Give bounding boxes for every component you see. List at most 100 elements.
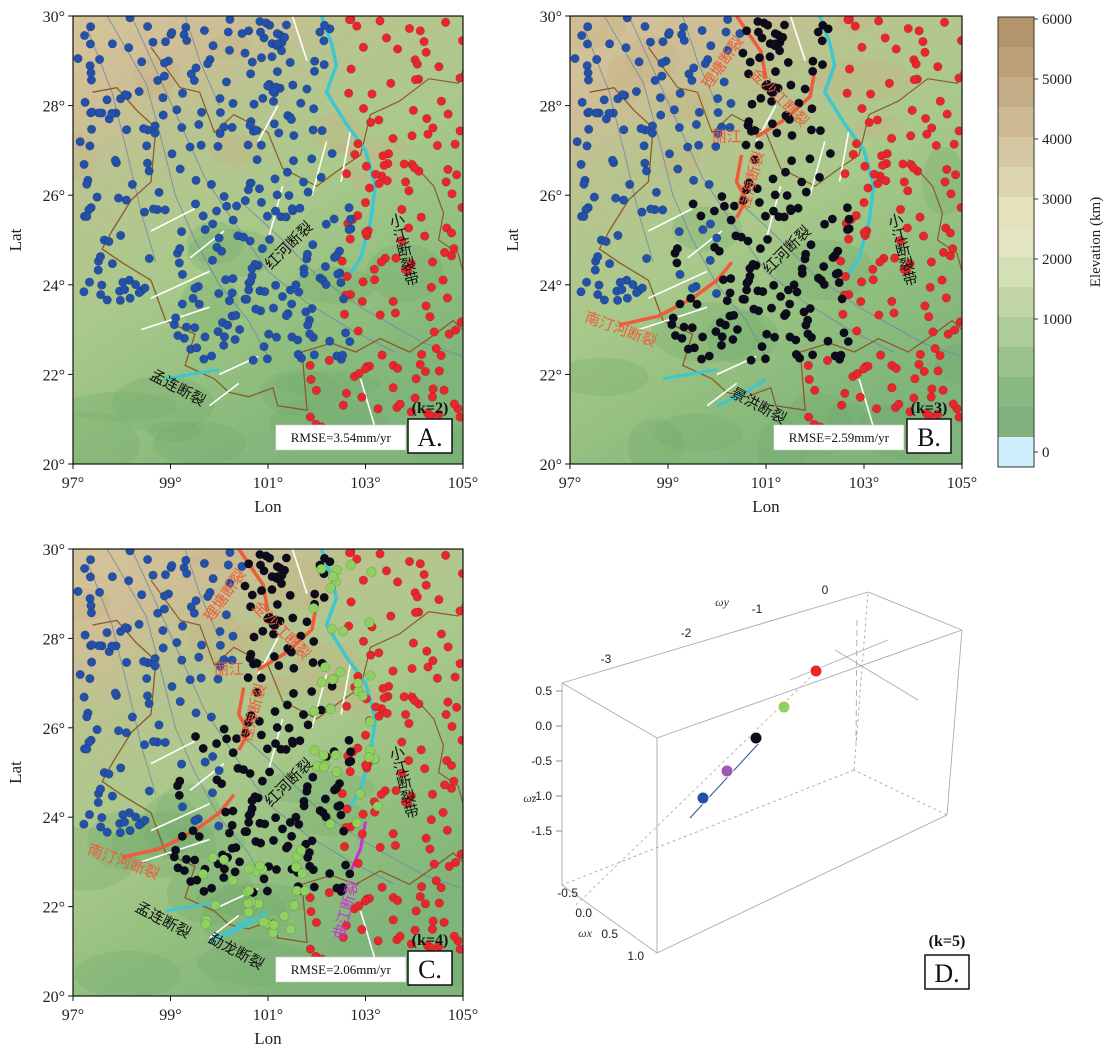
wy-tick-label: -1	[752, 602, 763, 616]
gps-station-black	[243, 717, 253, 727]
gps-station-red	[429, 859, 439, 869]
gps-station-blue	[646, 204, 656, 214]
gps-station-blue	[249, 99, 259, 109]
gps-station-blue	[593, 252, 603, 262]
gps-station-black	[231, 843, 241, 853]
gps-station-blue	[576, 287, 586, 297]
gps-station-blue	[122, 657, 132, 667]
gps-station-red	[943, 329, 953, 339]
gps-station-red	[948, 399, 958, 409]
gps-station-red	[949, 139, 959, 149]
gps-station-red	[866, 89, 876, 99]
gps-station-blue	[189, 608, 199, 618]
gps-station-red	[903, 186, 913, 196]
colorbar-segment	[998, 77, 1034, 108]
lat-tick-label: 30°	[43, 542, 65, 559]
gps-station-blue	[262, 354, 272, 364]
gps-station-green	[327, 571, 338, 582]
trend-line	[575, 669, 819, 906]
gps-station-blue	[217, 246, 227, 256]
gps-station-blue	[85, 674, 95, 684]
gps-station-red	[370, 275, 380, 285]
gps-station-blue	[171, 313, 181, 323]
province-border	[150, 579, 463, 720]
gps-station-red	[397, 236, 407, 246]
national-border	[92, 619, 463, 944]
gps-station-blue	[689, 63, 699, 73]
gps-station-red	[367, 89, 377, 99]
gps-station-red	[382, 708, 392, 718]
gps-station-red	[371, 169, 381, 179]
gps-station-red	[895, 204, 906, 214]
gps-station-red	[361, 161, 371, 171]
gps-station-red	[898, 159, 908, 169]
gps-station-red	[889, 308, 899, 318]
gps-station-black	[247, 796, 257, 806]
origin-axis	[855, 619, 858, 743]
gps-station-black	[729, 201, 739, 211]
gps-station-black	[697, 354, 707, 364]
gps-station-red	[457, 203, 463, 213]
gps-station-black	[834, 278, 844, 288]
gps-station-red	[868, 264, 878, 274]
gps-station-red	[455, 944, 463, 954]
gps-station-black	[843, 336, 853, 347]
gps-station-black	[763, 20, 773, 30]
gps-station-black	[262, 886, 272, 896]
gps-station-blue	[104, 769, 114, 779]
gps-station-blue	[97, 812, 107, 823]
minor-fault	[209, 382, 240, 407]
river-line	[106, 16, 269, 357]
gps-station-black	[199, 886, 209, 896]
gps-station-red	[379, 160, 389, 170]
wx-tick-label: 0.0	[575, 906, 592, 920]
gps-station-black	[692, 299, 702, 309]
gps-station-blue	[282, 167, 292, 177]
gps-station-black	[794, 98, 804, 108]
gps-station-red	[856, 277, 867, 287]
gps-station-red	[388, 666, 398, 676]
trend-line-segment	[689, 741, 761, 819]
gps-station-red	[864, 117, 874, 127]
lat-tick-label: 24°	[540, 278, 562, 295]
gps-station-red	[450, 139, 460, 149]
gps-station-black	[188, 826, 198, 836]
gps-station-black	[252, 687, 262, 697]
gps-station-blue	[84, 810, 95, 820]
gps-station-black	[668, 313, 678, 323]
gps-station-black	[766, 303, 777, 313]
gps-station-red	[859, 227, 869, 238]
gps-station-blue	[177, 122, 187, 133]
gps-station-black	[345, 869, 355, 879]
gps-station-red	[452, 702, 462, 712]
gps-station-blue	[199, 354, 209, 364]
gps-station-blue	[190, 323, 200, 333]
minor-fault	[648, 207, 693, 232]
gps-station-black	[808, 56, 818, 66]
gps-station-blue	[687, 75, 697, 85]
cluster-center-point	[777, 700, 791, 714]
gps-station-red	[931, 140, 941, 151]
gps-station-black	[745, 263, 755, 273]
gps-station-red	[358, 42, 368, 52]
gps-station-black	[344, 757, 354, 767]
fault-label: 丽江	[712, 127, 742, 145]
gps-station-black	[787, 130, 797, 141]
gps-station-black	[277, 824, 288, 834]
gps-station-black	[765, 52, 775, 62]
fault-label: 丽江	[214, 660, 244, 678]
gps-station-blue	[265, 20, 275, 30]
gps-station-blue	[221, 77, 231, 87]
gps-station-red	[353, 326, 363, 336]
gps-station-blue	[167, 681, 177, 692]
gps-station-blue	[287, 204, 297, 214]
gps-station-green	[354, 788, 366, 799]
gps-station-black	[268, 619, 278, 629]
box-edge	[561, 884, 658, 954]
gps-station-red	[429, 327, 439, 337]
gps-station-blue	[268, 87, 278, 97]
gps-station-black	[760, 354, 770, 364]
gps-station-blue	[274, 128, 284, 138]
gps-station-red	[954, 126, 962, 136]
gps-station-black	[750, 155, 760, 165]
